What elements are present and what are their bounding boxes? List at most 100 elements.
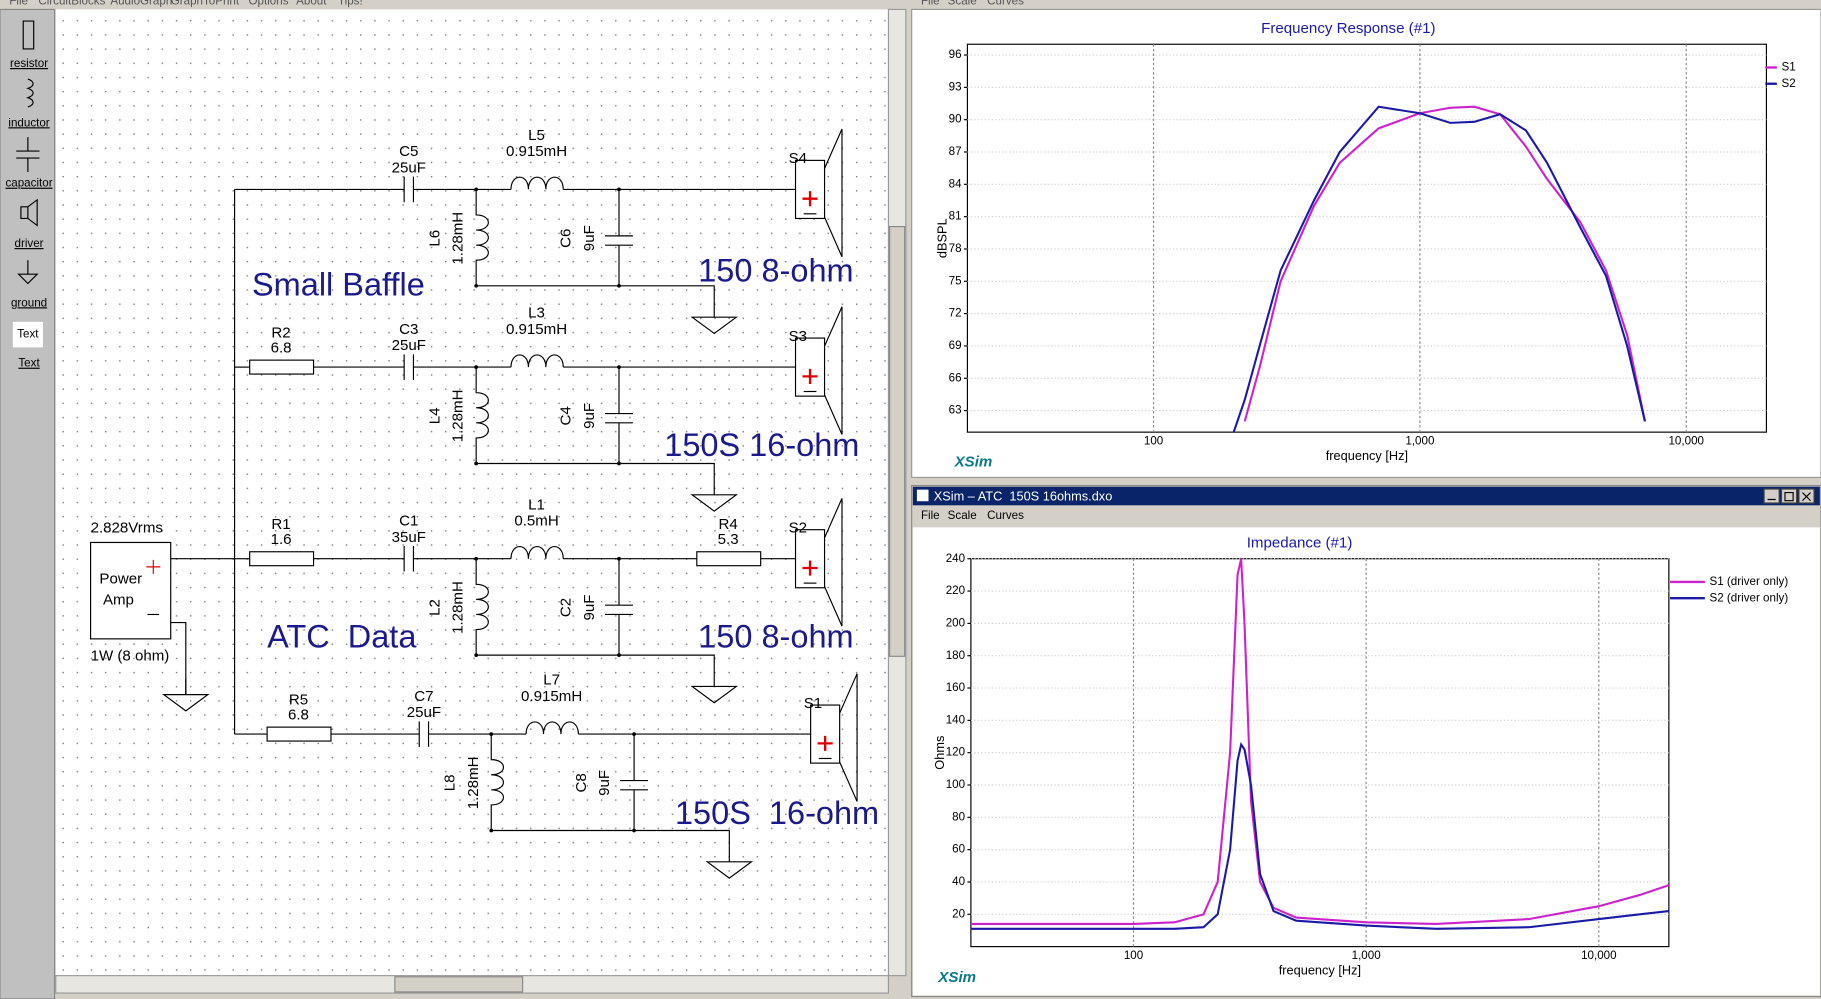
component-label: 6.8 [271,340,292,357]
y-tick-label: 180 [946,649,965,662]
wire [476,285,715,301]
y-tick-label: 140 [946,713,965,726]
component-label: 1.28mH [450,212,467,265]
component-label: 35uF [392,529,426,546]
x-axis-label: frequency [Hz] [1326,448,1408,463]
menu-item[interactable]: CircuitBlocks [38,0,105,7]
junction [474,653,479,657]
component-label: 2.828Vrms [91,520,163,537]
annotation: 150 8-ohm [698,618,853,654]
annotation: Small Baffle [252,267,425,303]
ground [161,678,210,712]
x-axis-label: frequency [Hz] [1279,962,1361,977]
tool-icon [22,20,35,50]
component-label: 25uF [392,337,426,354]
component-label: 9uF [581,225,598,251]
scroll-thumb[interactable] [394,976,524,993]
menu-item[interactable]: File [921,509,940,522]
title-bar [912,486,1820,506]
menu-item[interactable]: GraphToPrint [171,0,240,7]
tool-label[interactable]: capacitor [5,177,52,190]
ground [690,670,739,704]
driver-plus [817,735,833,751]
annotation: 150S 16-ohm [664,427,859,463]
component-label: R2 [271,324,290,341]
component-label: L5 [528,127,545,144]
component-label: Power [99,571,142,588]
menu-item[interactable]: Curves [987,509,1024,522]
menu-item[interactable]: About [296,0,327,7]
shunt-capacitor [605,558,633,656]
tool-icon [17,260,39,285]
driver-cone [824,498,843,627]
component-label: 6.8 [288,706,309,723]
wire [476,462,715,479]
component-label: S3 [789,328,807,345]
wire [170,558,235,695]
component-label: 9uF [596,770,613,796]
component-label: 1.28mH [450,389,467,442]
component-label: 0.5mH [514,513,558,530]
scroll-thumb[interactable] [889,226,906,657]
plus-terminal [146,559,161,574]
menu-item[interactable]: File [921,0,940,7]
driver [794,529,826,589]
ground [690,300,739,335]
y-tick-label: 240 [946,552,965,565]
menu-item[interactable]: AudioGraph [110,0,172,7]
series-line [1232,105,1646,433]
tool-label[interactable]: resistor [10,57,48,70]
component-label: Amp [103,592,134,609]
y-tick-label: 200 [946,616,965,629]
junction [617,283,621,288]
annotation: ATC Data [267,618,417,654]
text-tool-icon[interactable] [12,321,43,348]
menu-item[interactable]: File [9,0,28,7]
toolbox [0,8,56,999]
component-label: 1.28mH [450,581,467,634]
menu-item[interactable]: Scale [948,0,977,7]
menu-item[interactable]: Options [249,0,289,7]
driver-cone [824,128,843,258]
junction [617,365,621,369]
y-tick-label: 78 [949,242,962,255]
window-title: XSim – ATC 150S 16ohms.dxo [934,489,1113,504]
tool-label[interactable]: inductor [8,116,49,129]
y-tick-label: 120 [946,746,965,759]
component-label: L2 [426,599,443,616]
xsim-logo: XSim [954,453,993,470]
y-tick-label: 90 [949,113,962,126]
junction [617,556,621,561]
component-label: 0.915mH [521,688,582,705]
component-label: 9uF [581,403,598,429]
tool-label[interactable]: ground [11,296,47,309]
x-tick-label: 100 [1124,949,1143,962]
legend-label: S1 [1782,61,1796,74]
junction [632,828,636,833]
component-label: L4 [426,407,443,424]
driver [810,704,841,764]
menu-item[interactable]: Scale [948,509,977,522]
component-label: 1.6 [271,531,292,548]
tool-label[interactable]: driver [15,237,44,250]
component-label: 0.915mH [506,321,567,338]
minimize-button[interactable] [1763,488,1780,504]
x-tick-label: 10,000 [1668,434,1704,447]
plot-area [966,43,1767,433]
menu-item[interactable]: Curves [987,0,1024,7]
x-tick-label: 1,000 [1405,434,1434,447]
component-label: C4 [558,406,575,425]
chart-title: Impedance (#1) [1247,535,1353,552]
series-line [970,558,1670,926]
tool-label[interactable]: Text [18,357,40,370]
inductor [525,721,579,735]
component-label: 0.915mH [506,143,567,160]
y-tick-label: 72 [949,307,962,320]
driver-plus [802,560,818,576]
menu-item[interactable]: Tips! [338,0,363,7]
y-tick-label: 80 [952,810,965,823]
power-amp [90,541,172,640]
shunt-capacitor [620,734,649,831]
shunt-inductor [490,734,505,831]
